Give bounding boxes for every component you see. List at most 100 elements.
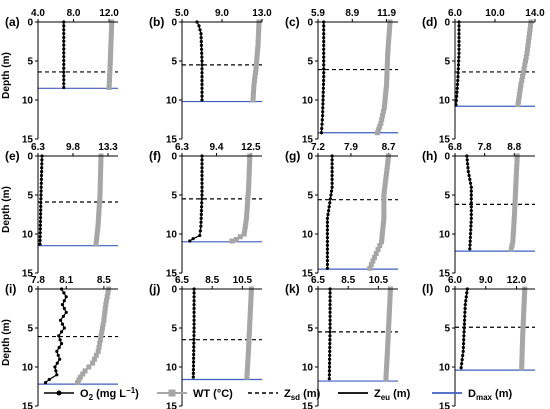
wt-point bbox=[381, 199, 387, 205]
o2-point bbox=[469, 212, 473, 217]
o2-point bbox=[326, 209, 331, 213]
o2-point bbox=[457, 32, 461, 36]
wt-point bbox=[248, 293, 254, 299]
o2-point bbox=[192, 295, 196, 299]
wt-point bbox=[94, 230, 100, 236]
wt-point bbox=[98, 333, 104, 339]
o2-point bbox=[192, 310, 196, 314]
wt-point bbox=[245, 198, 251, 204]
o2-point bbox=[320, 114, 325, 118]
x-tick-label: 8.5 bbox=[341, 275, 355, 286]
wt-point bbox=[381, 192, 387, 198]
y-tick-label: 10 bbox=[166, 363, 178, 374]
o2-point bbox=[200, 51, 204, 55]
o2-point bbox=[53, 365, 57, 369]
o2-series-line bbox=[45, 288, 67, 384]
wt-point bbox=[93, 238, 99, 244]
o2-point bbox=[199, 43, 204, 48]
o2-point bbox=[330, 173, 334, 178]
wt-point bbox=[98, 167, 104, 173]
wt-point bbox=[385, 43, 391, 49]
wt-point bbox=[383, 369, 389, 375]
o2-point bbox=[39, 177, 44, 181]
wt-point bbox=[511, 225, 517, 231]
wt-point bbox=[253, 70, 258, 76]
o2-point bbox=[191, 364, 196, 368]
o2-point bbox=[38, 223, 42, 227]
o2-point bbox=[198, 229, 202, 233]
wt-point bbox=[383, 171, 389, 177]
o2-point bbox=[322, 71, 326, 75]
wt-point bbox=[387, 300, 393, 306]
wt-point bbox=[521, 299, 527, 305]
wt-point bbox=[229, 238, 235, 244]
o2-point bbox=[457, 39, 461, 44]
o2-point bbox=[322, 75, 326, 79]
o2-point bbox=[325, 232, 330, 236]
wt-point bbox=[246, 338, 252, 344]
wt-point bbox=[95, 348, 101, 354]
wt-point bbox=[513, 188, 519, 194]
o2-point bbox=[325, 239, 330, 244]
wt-point bbox=[381, 205, 387, 211]
o2-point bbox=[457, 55, 461, 59]
o2-point bbox=[469, 216, 473, 220]
o2-point bbox=[40, 166, 44, 170]
o2-point bbox=[192, 345, 196, 349]
panel-label: (l) bbox=[422, 282, 433, 296]
o2-point bbox=[62, 58, 66, 63]
y-tick-label: 10 bbox=[22, 230, 34, 241]
wt-point bbox=[97, 181, 103, 187]
wt-point bbox=[250, 97, 256, 103]
o2-point bbox=[199, 39, 203, 44]
wt-point bbox=[244, 205, 250, 211]
wt-point bbox=[384, 348, 390, 354]
wt-point bbox=[76, 377, 82, 383]
wt-point bbox=[247, 156, 253, 162]
wt-point bbox=[511, 212, 517, 218]
o2-point bbox=[462, 322, 467, 326]
o2-point bbox=[62, 55, 66, 59]
wt-point bbox=[98, 160, 104, 166]
wt-point bbox=[380, 229, 386, 235]
wt-point bbox=[247, 321, 253, 327]
wt-point bbox=[98, 171, 104, 177]
o2-point bbox=[199, 224, 203, 228]
wt-point bbox=[381, 195, 387, 201]
wt-point bbox=[243, 219, 249, 225]
wt-point bbox=[380, 222, 386, 228]
wt-point bbox=[384, 68, 390, 74]
o2-point bbox=[322, 24, 326, 28]
y-tick-label: 5 bbox=[307, 191, 313, 202]
x-tick-label: 4.0 bbox=[31, 8, 45, 19]
wt-point bbox=[90, 360, 96, 366]
o2-point bbox=[200, 90, 204, 94]
wt-point bbox=[523, 54, 529, 60]
o2-point bbox=[321, 98, 325, 102]
wt-point bbox=[381, 212, 387, 218]
o2-point bbox=[328, 197, 332, 201]
wt-point bbox=[254, 52, 260, 58]
x-tick-label: 5.9 bbox=[311, 8, 325, 19]
wt-point bbox=[517, 88, 523, 94]
wt-point bbox=[255, 42, 261, 48]
wt-point bbox=[383, 85, 389, 91]
o2-point bbox=[191, 360, 196, 364]
wt-point bbox=[528, 23, 533, 29]
x-tick-label: 13.3 bbox=[98, 142, 118, 153]
panel-label: (h) bbox=[422, 149, 437, 163]
o2-point bbox=[469, 193, 473, 197]
x-tick-label: 7.8 bbox=[478, 142, 492, 153]
o2-point bbox=[327, 205, 331, 209]
o2-point bbox=[62, 70, 66, 74]
wt-point bbox=[382, 101, 388, 107]
wt-point bbox=[107, 56, 113, 62]
panel-label: (j) bbox=[149, 282, 160, 296]
y-tick-label: 5 bbox=[171, 57, 177, 68]
o2-point bbox=[468, 243, 472, 247]
wt-point bbox=[516, 98, 521, 104]
wt-point bbox=[106, 77, 112, 83]
wt-point bbox=[245, 352, 251, 358]
y-tick-label: 0 bbox=[171, 18, 177, 29]
o2-point bbox=[191, 237, 195, 241]
